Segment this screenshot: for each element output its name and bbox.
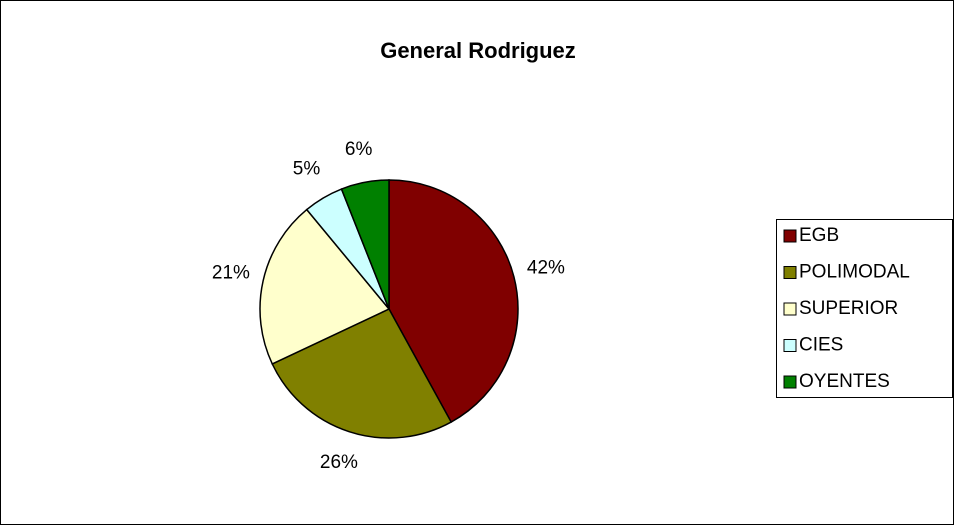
pie-slice <box>259 208 391 365</box>
legend-swatch <box>783 375 797 389</box>
legend-label: POLIMODAL <box>799 262 910 283</box>
legend-box <box>776 219 953 398</box>
data-label: 5% <box>293 159 321 180</box>
data-label: 6% <box>345 139 373 160</box>
legend-swatch <box>783 302 797 316</box>
legend-label: OYENTES <box>799 371 890 392</box>
data-label: 26% <box>320 452 358 473</box>
legend-label: SUPERIOR <box>799 298 898 319</box>
pie-slice <box>340 179 390 310</box>
legend-swatch <box>783 339 797 352</box>
legend-label: EGB <box>799 225 839 246</box>
legend-swatch <box>783 266 797 279</box>
data-label: 42% <box>527 258 565 279</box>
chart-title: General Rodriguez <box>380 38 576 63</box>
legend-swatch <box>783 229 797 243</box>
pie-slice <box>388 179 519 424</box>
legend-label: CIES <box>799 335 843 356</box>
data-label: 21% <box>212 263 250 284</box>
pie-slice <box>271 308 453 439</box>
